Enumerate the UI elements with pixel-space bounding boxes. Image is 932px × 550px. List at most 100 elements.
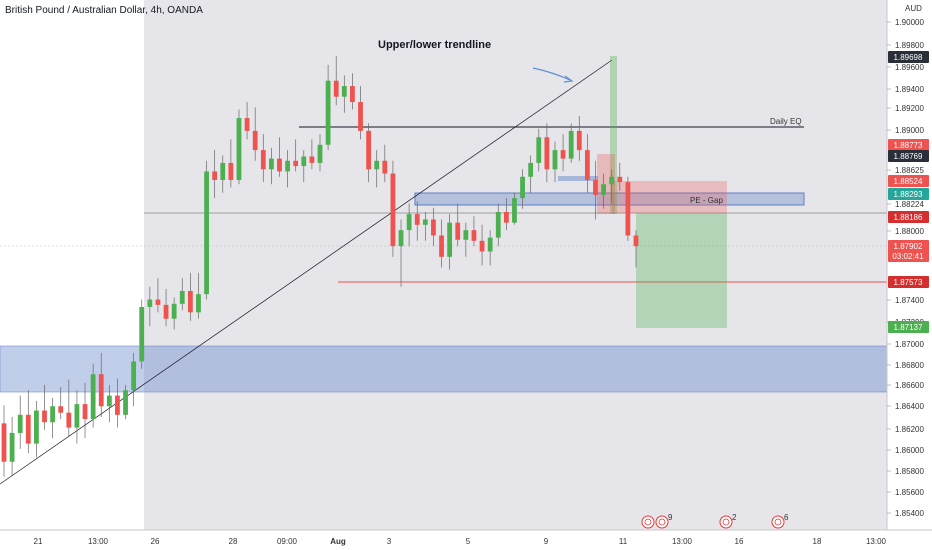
candle-body xyxy=(212,171,218,180)
candle xyxy=(617,162,623,191)
candle xyxy=(106,384,112,423)
demand-zone[interactable] xyxy=(0,345,888,393)
price-tick-label: 1.88000 xyxy=(895,227,924,236)
price-tag-label: 1.88293 xyxy=(894,190,923,199)
event-flag-icon[interactable] xyxy=(641,515,655,529)
candle-body xyxy=(260,150,266,170)
candle-body xyxy=(58,406,64,413)
candle-body xyxy=(252,130,258,151)
candle-body xyxy=(317,144,323,163)
candle-body xyxy=(236,118,242,180)
time-axis[interactable] xyxy=(0,530,932,550)
time-tick-label: Aug xyxy=(330,537,346,546)
price-tick-label: 1.89800 xyxy=(895,41,924,50)
green-vertical-highlight xyxy=(610,56,617,214)
candle-body xyxy=(422,219,428,225)
candle-body xyxy=(584,150,590,180)
candle-body xyxy=(431,219,436,236)
candle-body xyxy=(617,176,623,183)
time-ticks: 21 13:00 26 28 09:00 Aug 3 5 9 11 13:00 16 18 13:00 xyxy=(34,537,887,546)
take-profit-box[interactable] xyxy=(636,213,727,328)
time-tick-label: 11 xyxy=(619,537,628,546)
time-tick-label: 13:00 xyxy=(866,537,887,546)
candle-body xyxy=(115,395,120,415)
candle-body xyxy=(325,80,331,145)
arrow-icon xyxy=(532,67,574,83)
candle-body xyxy=(333,80,339,97)
candle-body xyxy=(455,222,461,240)
time-tick-label: 28 xyxy=(229,537,238,546)
chart-title: British Pound / Australian Dollar, 4h, O… xyxy=(5,5,203,16)
candle-body xyxy=(179,290,185,304)
candle-body xyxy=(398,230,404,247)
time-tick-label: 5 xyxy=(466,537,471,546)
price-tick-label: 1.88224 xyxy=(895,200,924,209)
candle-body xyxy=(439,235,444,257)
candle-body xyxy=(131,361,137,391)
candle-body xyxy=(220,162,226,180)
candle xyxy=(179,278,185,311)
candle-body xyxy=(406,214,412,231)
time-tick-label: 9 xyxy=(544,537,549,546)
small-blue-box[interactable] xyxy=(558,176,598,181)
candle xyxy=(512,192,517,225)
price-tag xyxy=(888,240,929,252)
price-axis[interactable] xyxy=(887,0,932,530)
candle xyxy=(123,384,128,420)
candle xyxy=(212,150,218,199)
candle xyxy=(503,198,509,231)
candle xyxy=(601,173,606,209)
candle xyxy=(560,134,566,172)
candle xyxy=(479,224,485,266)
red-vertical-highlight xyxy=(597,154,615,214)
candle xyxy=(487,230,493,266)
event-flag-icon[interactable] xyxy=(719,515,733,529)
candle-body xyxy=(487,237,493,252)
candle xyxy=(552,141,558,183)
candle-body xyxy=(196,294,201,313)
candle xyxy=(350,73,355,110)
candle xyxy=(422,211,428,241)
price-tick-label: 1.86400 xyxy=(895,402,924,411)
candle xyxy=(204,160,209,300)
candle-body xyxy=(228,162,234,180)
candle xyxy=(593,160,598,220)
event-flag-icon[interactable] xyxy=(771,515,785,529)
price-tag-label: 1.87902 xyxy=(894,242,923,251)
event-flag-icon[interactable] xyxy=(655,515,669,529)
price-tick-label: 1.89600 xyxy=(895,63,924,72)
candle xyxy=(471,216,477,247)
candle xyxy=(66,379,72,437)
price-tick-label: 1.86800 xyxy=(895,361,924,370)
candle xyxy=(1,405,7,477)
price-tick-label: 1.87000 xyxy=(895,340,924,349)
candle xyxy=(9,416,15,476)
time-tick-label: 13:00 xyxy=(88,537,109,546)
price-tick-label: 1.88625 xyxy=(895,166,924,175)
candle xyxy=(325,64,331,151)
event-count: 2 xyxy=(732,513,737,522)
stop-loss-box[interactable] xyxy=(612,181,727,213)
candle xyxy=(536,128,542,172)
candle-body xyxy=(204,171,209,295)
candle xyxy=(252,107,258,161)
candle-body xyxy=(576,130,582,151)
candle-body xyxy=(90,374,96,420)
candle-body xyxy=(593,179,598,195)
economic-events[interactable]: 9 2 6 xyxy=(641,513,789,529)
candle-body xyxy=(50,406,56,423)
candle xyxy=(584,134,590,193)
candle xyxy=(34,400,39,458)
candle-body xyxy=(528,162,534,177)
candle-body xyxy=(293,160,299,167)
upper-lower-trendline[interactable] xyxy=(0,59,613,485)
candle xyxy=(147,286,153,327)
price-tick-label: 1.86000 xyxy=(895,446,924,455)
candle xyxy=(609,169,615,204)
candle-body xyxy=(277,158,282,172)
candle xyxy=(333,56,339,106)
candle-body xyxy=(74,404,80,428)
selected-range-shade xyxy=(144,0,887,530)
time-tick-label: 3 xyxy=(387,537,392,546)
